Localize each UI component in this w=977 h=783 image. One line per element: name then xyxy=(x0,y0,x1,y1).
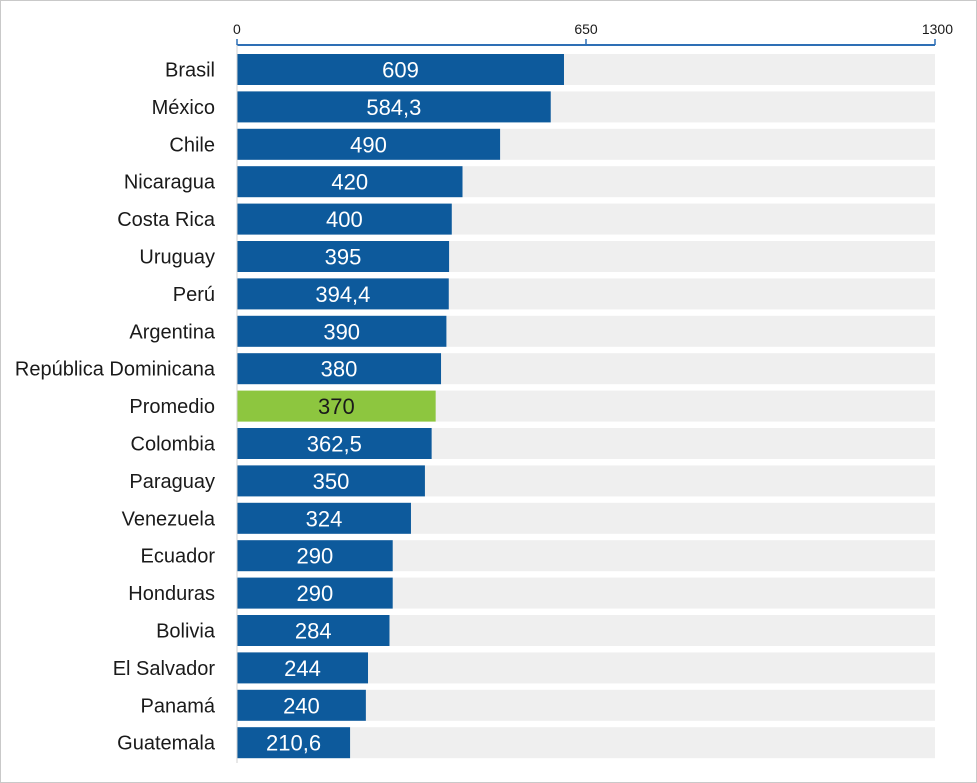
category-label: Honduras xyxy=(128,583,215,605)
category-label: Guatemala xyxy=(117,733,216,755)
data-label: 370 xyxy=(318,394,355,419)
data-label: 380 xyxy=(321,357,358,382)
bar xyxy=(237,278,449,310)
category-label: Perú xyxy=(173,284,215,306)
category-label: República Dominicana xyxy=(15,359,216,381)
x-tick-label: 1300 xyxy=(922,21,953,37)
category-label: Ecuador xyxy=(141,546,216,568)
category-label: Argentina xyxy=(129,321,215,343)
data-label: 490 xyxy=(350,132,387,157)
data-label: 350 xyxy=(313,469,350,494)
bar-track xyxy=(237,727,935,759)
bar xyxy=(237,91,551,123)
bar xyxy=(237,577,393,609)
bar xyxy=(237,540,393,572)
category-label: México xyxy=(152,97,215,119)
data-label: 244 xyxy=(284,656,321,681)
data-label: 290 xyxy=(296,581,333,606)
bar xyxy=(237,166,463,198)
bar xyxy=(237,615,390,646)
bar xyxy=(237,241,450,272)
category-label: Promedio xyxy=(129,396,215,418)
data-label: 290 xyxy=(296,544,333,569)
bar xyxy=(237,465,425,497)
data-label: 284 xyxy=(295,619,332,644)
bar xyxy=(237,203,452,235)
x-tick-label: 0 xyxy=(233,21,241,37)
bar xyxy=(237,689,366,721)
bar xyxy=(237,502,411,534)
category-label: Venezuela xyxy=(122,508,216,530)
x-tick-label: 650 xyxy=(574,21,598,37)
bar xyxy=(237,54,564,85)
category-label: Uruguay xyxy=(139,247,215,269)
category-label: Colombia xyxy=(131,434,216,456)
bar xyxy=(237,128,501,160)
data-label: 395 xyxy=(325,245,362,270)
bar xyxy=(237,353,442,385)
category-label: Costa Rica xyxy=(117,209,216,231)
bar xyxy=(237,727,351,759)
data-label: 420 xyxy=(331,170,368,195)
category-label: Panamá xyxy=(141,695,216,717)
category-label: Bolivia xyxy=(156,621,216,643)
category-label: El Salvador xyxy=(113,658,216,680)
bar xyxy=(237,652,369,684)
data-label: 210,6 xyxy=(266,731,321,756)
data-label: 240 xyxy=(283,693,320,718)
category-label: Paraguay xyxy=(129,471,215,493)
data-label: 362,5 xyxy=(307,432,362,457)
data-label: 324 xyxy=(306,506,343,531)
average-bar xyxy=(237,390,436,422)
bar xyxy=(237,315,447,347)
data-label: 400 xyxy=(326,207,363,232)
data-label: 609 xyxy=(382,58,419,83)
data-label: 394,4 xyxy=(315,282,370,307)
data-label: 584,3 xyxy=(366,95,421,120)
data-label: 390 xyxy=(323,319,360,344)
category-label: Chile xyxy=(169,134,215,156)
bar xyxy=(237,428,432,459)
category-label: Brasil xyxy=(165,60,215,82)
category-label: Nicaragua xyxy=(124,172,216,194)
